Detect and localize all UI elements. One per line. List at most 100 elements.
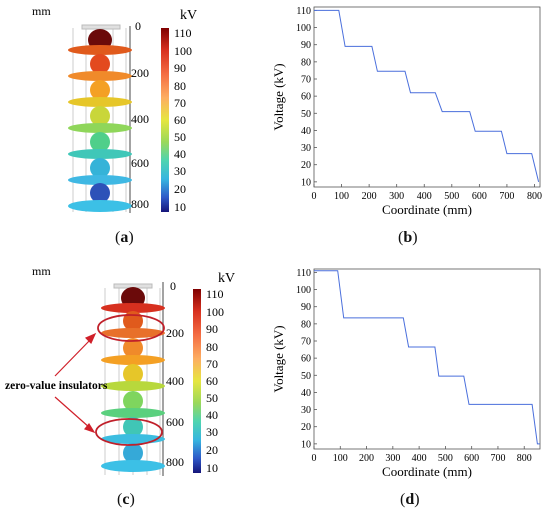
panel-label-b: (b) [398, 229, 418, 246]
y-tick-label: 30 [301, 405, 311, 416]
colorbar-ticks-c: 110 100 90 80 70 60 50 40 30 20 10 [206, 287, 224, 475]
y-tick-label: 80 [301, 319, 311, 330]
depth-ticks-a: 0 200 400 600 800 [131, 19, 149, 211]
depth-tick: 600 [166, 415, 184, 429]
colorbar-tick: 70 [174, 96, 186, 110]
y-tick-label: 70 [301, 337, 311, 348]
voltage-series-line [314, 270, 540, 445]
panel-a: mm kV 0 200 [0, 0, 260, 250]
x-tick-label: 300 [385, 453, 400, 464]
unit-kv-label: kV [218, 271, 235, 286]
y-tick-label: 60 [301, 354, 311, 365]
x-tick-label: 0 [312, 453, 317, 464]
colorbar-tick: 20 [206, 443, 218, 457]
y-tick-label: 60 [301, 92, 311, 103]
colorbar-tick: 60 [206, 374, 218, 388]
panel-label-d: (d) [400, 491, 420, 508]
y-tick-label: 50 [301, 371, 311, 382]
colorbar-tick: 80 [206, 340, 218, 354]
depth-tick: 600 [131, 156, 149, 170]
panel-d: 10 20 30 40 50 60 70 80 90 100 110 0 100 200 300 400 500… [270, 262, 550, 518]
unit-kv-label: kV [180, 8, 197, 23]
colorbar-tick: 100 [206, 305, 224, 319]
depth-tick: 400 [131, 112, 149, 126]
y-tick-label: 110 [296, 268, 311, 279]
depth-tick: 0 [170, 279, 176, 293]
x-tick-label: 400 [417, 191, 432, 202]
colorbar-tick: 40 [174, 147, 186, 161]
y-tick-label: 20 [301, 160, 311, 171]
colorbar-tick: 40 [206, 408, 218, 422]
panel-c: mm kV [0, 262, 260, 518]
colorbar-ticks-a: 110 100 90 80 70 60 50 40 30 20 10 [174, 26, 192, 214]
y-tick-label: 70 [301, 75, 311, 86]
colorbar-c [193, 289, 201, 473]
plot-frame [313, 6, 541, 188]
y-tick-label: 90 [301, 302, 311, 313]
y-tick-label: 10 [301, 439, 311, 450]
x-tick-label: 100 [334, 191, 349, 202]
colorbar-tick: 30 [206, 425, 218, 439]
depth-tick: 200 [166, 326, 184, 340]
x-tick-label: 800 [517, 453, 532, 464]
voltage-chart-b: 10 20 30 40 50 60 70 80 90 100 110 0 100 200 300 400 500… [271, 6, 542, 217]
colorbar-tick: 100 [174, 44, 192, 58]
x-tick-label: 100 [333, 453, 348, 464]
depth-ticks-c: 0 200 400 600 800 [166, 279, 184, 469]
unit-mm-label: mm [32, 4, 51, 18]
zero-value-highlight-lower [95, 418, 163, 446]
insulator-contour-a: mm kV 0 200 [32, 4, 197, 214]
x-tick-label: 500 [444, 191, 459, 202]
depth-tick: 0 [135, 19, 141, 33]
colorbar-a [161, 28, 169, 212]
depth-tick: 400 [166, 374, 184, 388]
zero-value-annotation: zero-value insulators [5, 380, 108, 392]
depth-tick: 800 [166, 455, 184, 469]
colorbar-tick: 20 [174, 182, 186, 196]
panel-label-c: (c) [117, 491, 135, 508]
x-tick-label: 700 [499, 191, 514, 202]
x-tick-label: 700 [490, 453, 505, 464]
y-tick-label: 40 [301, 126, 311, 137]
colorbar-tick: 80 [174, 79, 186, 93]
colorbar-tick: 110 [206, 287, 224, 301]
annotation-arrows [54, 332, 97, 434]
voltage-chart-d: 10 20 30 40 50 60 70 80 90 100 110 0 100 200 300 400 500… [271, 268, 541, 479]
panel-b: 10 20 30 40 50 60 70 80 90 100 110 0 100 200 300 400 500… [270, 0, 550, 250]
x-tick-label: 400 [412, 453, 427, 464]
unit-mm-label: mm [32, 264, 51, 278]
y-tick-label: 80 [301, 57, 311, 68]
insulator-string-c [101, 283, 165, 472]
colorbar-tick: 10 [174, 200, 186, 214]
plot-frame [313, 268, 541, 450]
insulator-string-a [68, 24, 132, 212]
insulator-contour-c: mm kV [5, 264, 235, 476]
y-tick-label: 20 [301, 422, 311, 433]
x-tick-label: 0 [312, 191, 317, 202]
y-tick-label: 100 [296, 23, 311, 34]
x-tick-label: 300 [389, 191, 404, 202]
x-tick-label: 500 [438, 453, 453, 464]
y-tick-label: 110 [296, 6, 311, 17]
panel-label-a: (a) [115, 229, 134, 246]
colorbar-tick: 70 [206, 357, 218, 371]
colorbar-tick: 110 [174, 26, 192, 40]
colorbar-tick: 90 [174, 61, 186, 75]
y-tick-label: 10 [301, 177, 311, 188]
colorbar-tick: 50 [174, 130, 186, 144]
y-tick-label: 100 [296, 285, 311, 296]
colorbar-tick: 50 [206, 391, 218, 405]
x-tick-label: 200 [359, 453, 374, 464]
colorbar-tick: 90 [206, 322, 218, 336]
y-tick-label: 90 [301, 40, 311, 51]
x-tick-label: 600 [472, 191, 487, 202]
y-tick-label: 30 [301, 143, 311, 154]
zero-value-highlight-upper [97, 314, 165, 342]
y-tick-label: 40 [301, 388, 311, 399]
x-tick-label: 200 [362, 191, 377, 202]
colorbar-tick: 60 [174, 113, 186, 127]
depth-tick: 200 [131, 66, 149, 80]
x-tick-label: 600 [464, 453, 479, 464]
x-axis-label: Coordinate (mm) [382, 464, 472, 479]
x-axis-label: Coordinate (mm) [382, 202, 472, 217]
